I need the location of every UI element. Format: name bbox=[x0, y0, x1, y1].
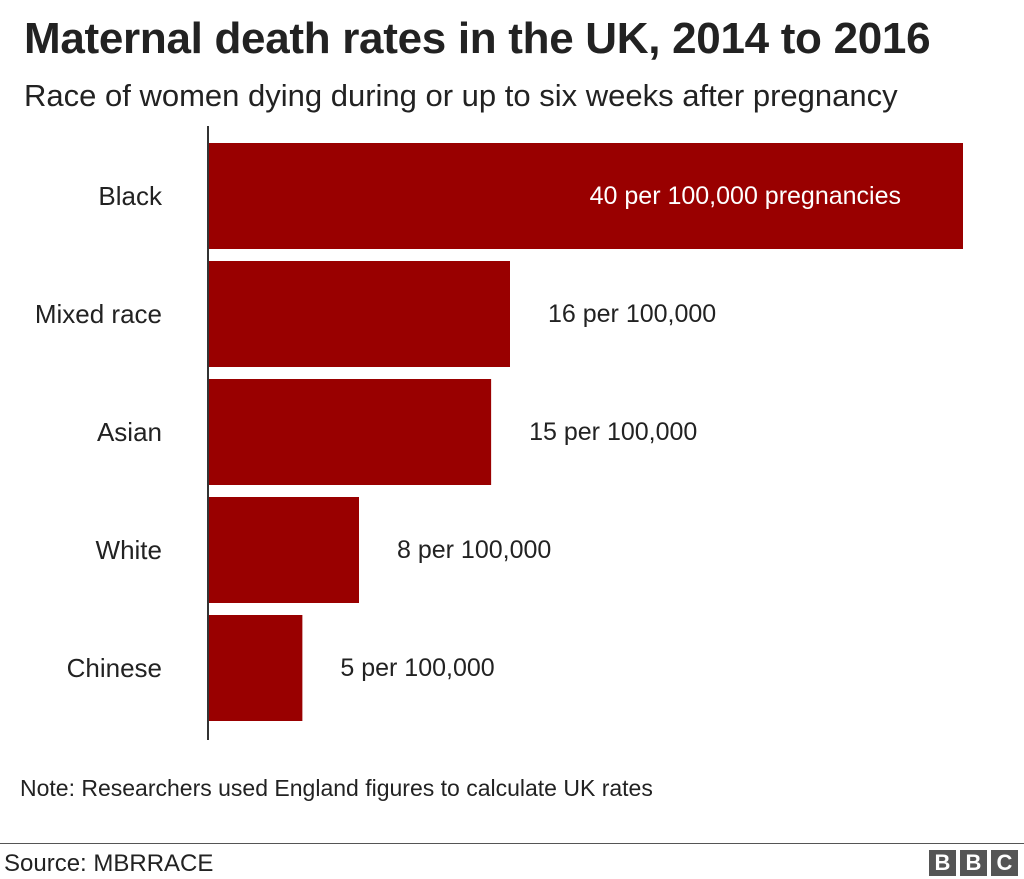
category-label: Asian bbox=[97, 417, 162, 447]
source-credit: Source: MBRRACE bbox=[4, 850, 214, 877]
bar-white bbox=[208, 497, 359, 603]
footer-divider bbox=[0, 843, 1024, 844]
bar-asian bbox=[208, 379, 492, 485]
data-label: 8 per 100,000 bbox=[397, 536, 551, 564]
category-label: White bbox=[96, 535, 162, 565]
category-label: Black bbox=[98, 181, 163, 211]
bbc-logo-letter: B bbox=[960, 850, 987, 876]
chart-note: Note: Researchers used England figures t… bbox=[20, 775, 653, 801]
category-label: Chinese bbox=[67, 653, 162, 683]
chart-subtitle: Race of women dying during or up to six … bbox=[24, 78, 898, 113]
bbc-logo-letter: C bbox=[991, 850, 1018, 876]
bar-mixed-race bbox=[208, 261, 510, 367]
category-label: Mixed race bbox=[35, 299, 162, 329]
bar-chart: Black 40 per 100,000 pregnancies Mixed rac… bbox=[35, 126, 963, 740]
data-label: 40 per 100,000 pregnancies bbox=[590, 182, 901, 210]
bar-chinese bbox=[208, 615, 303, 721]
bar-black bbox=[208, 143, 963, 249]
data-label: 16 per 100,000 bbox=[548, 300, 716, 328]
bbc-logo-letter: B bbox=[929, 850, 956, 876]
bbc-logo: B B C bbox=[929, 850, 1018, 876]
data-label: 5 per 100,000 bbox=[340, 654, 494, 682]
chart-title: Maternal death rates in the UK, 2014 to … bbox=[24, 14, 931, 63]
data-label: 15 per 100,000 bbox=[529, 418, 697, 446]
